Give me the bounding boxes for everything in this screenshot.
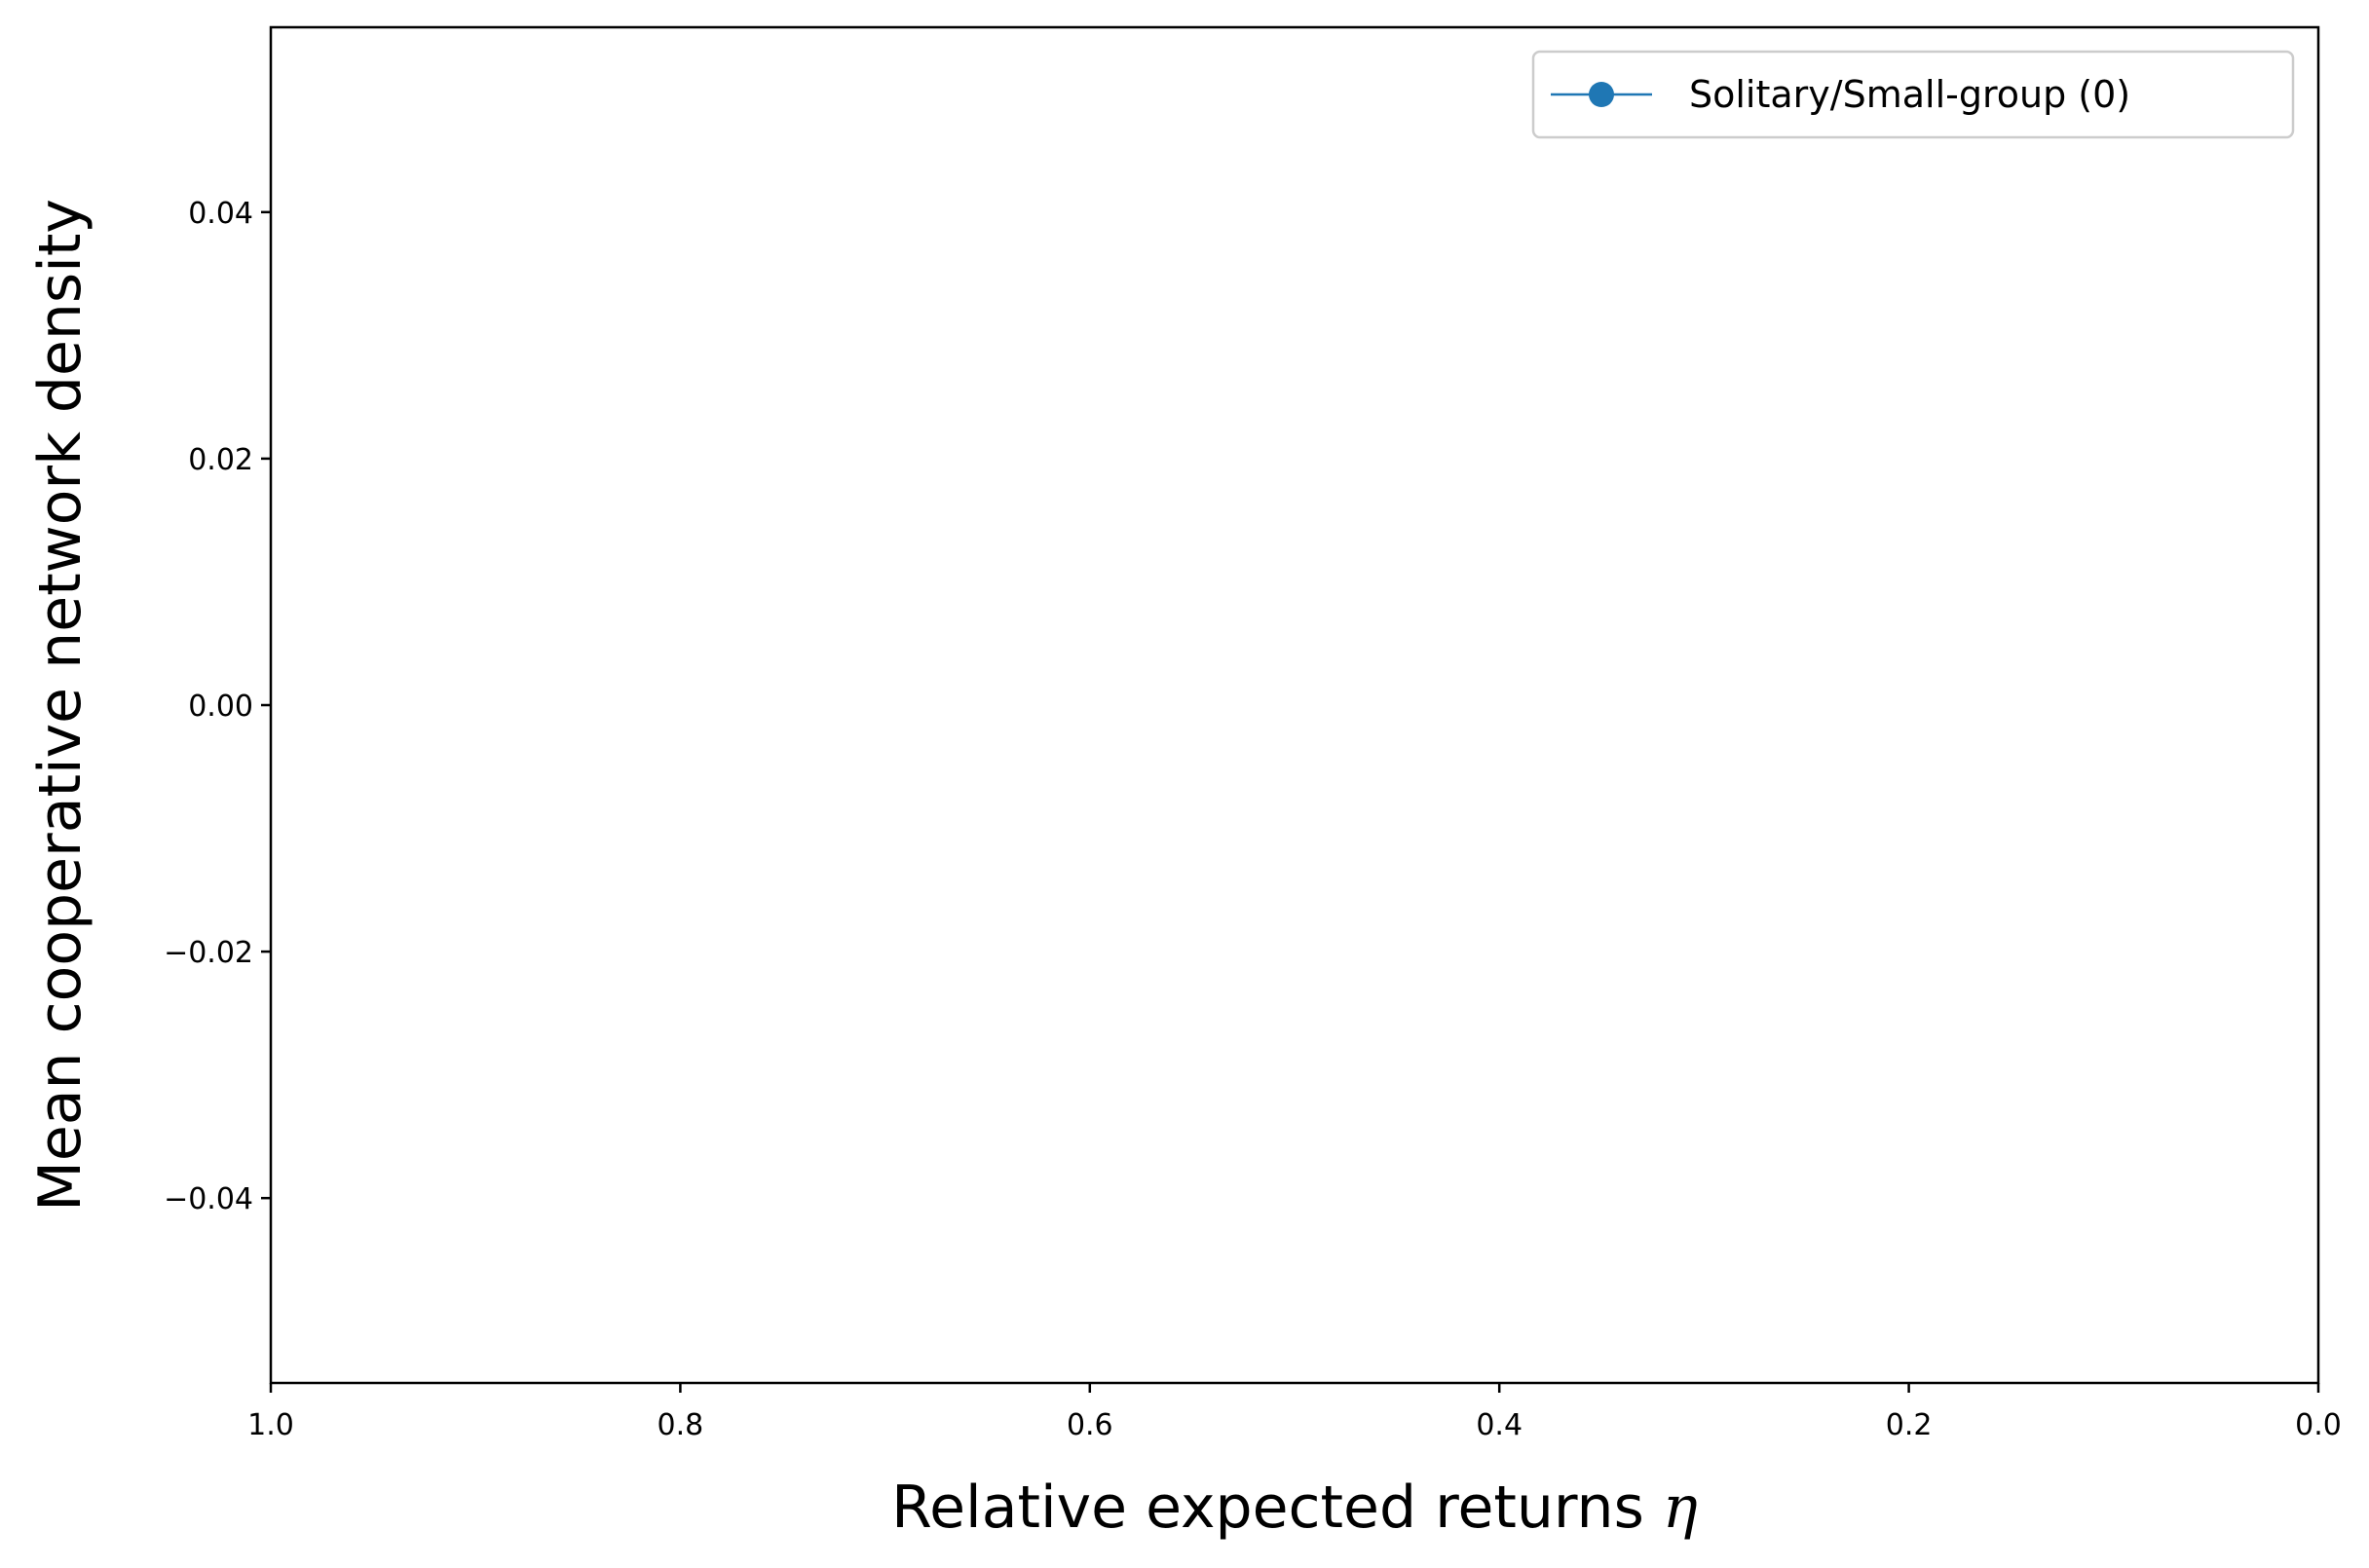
y-tick-label: 0.04 — [188, 197, 253, 231]
y-tick-label: −0.02 — [164, 936, 253, 970]
y-tick-label: −0.04 — [164, 1182, 253, 1216]
plot-area — [271, 27, 2318, 1383]
x-tick-label: 0.8 — [658, 1408, 704, 1442]
y-axis-ticks: 0.04 0.02 0.00 −0.02 −0.04 — [164, 197, 271, 1216]
x-tick-label: 1.0 — [247, 1408, 294, 1442]
y-tick-label: 0.02 — [188, 443, 253, 477]
x-axis-label-text: Relative expected returns — [891, 1474, 1644, 1542]
x-tick-label: 0.6 — [1067, 1408, 1113, 1442]
x-axis-ticks: 1.0 0.8 0.6 0.4 0.2 0.0 — [247, 1383, 2342, 1442]
x-tick-label: 0.0 — [2295, 1408, 2342, 1442]
legend: Solitary/Small-group (0) — [1531, 50, 2295, 139]
x-tick-label: 0.4 — [1476, 1408, 1523, 1442]
legend-marker-swatch — [1589, 82, 1614, 107]
legend-label: Solitary/Small-group (0) — [1689, 73, 2130, 116]
y-axis-label: Mean cooperative network density — [26, 199, 94, 1212]
x-axis-label: Relative expected returns η — [891, 1474, 1698, 1542]
x-axis-symbol: η — [1663, 1474, 1698, 1542]
legend-box — [1531, 50, 2295, 139]
y-tick-label: 0.00 — [188, 690, 253, 724]
x-tick-label: 0.2 — [1886, 1408, 1933, 1442]
